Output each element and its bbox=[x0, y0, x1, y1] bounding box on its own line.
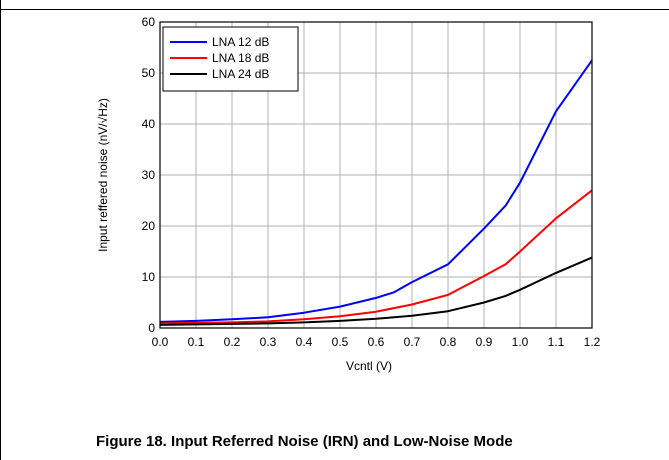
y-tick-label: 30 bbox=[142, 168, 156, 182]
x-tick-label: 0.8 bbox=[440, 335, 457, 349]
x-tick-label: 0.7 bbox=[404, 335, 421, 349]
x-tick-label: 1.0 bbox=[512, 335, 529, 349]
irn-chart: 0.0 0.1 0.2 0.3 0.4 0.5 0.6 0.7 0.8 0.9 1.0 1.1 1.2 … bbox=[96, 15, 601, 373]
y-tick-label: 10 bbox=[142, 270, 156, 284]
x-tick-label: 0.6 bbox=[368, 335, 385, 349]
series-line-1 bbox=[159, 59, 593, 323]
legend-label-3: LNA 24 dB bbox=[212, 67, 269, 81]
y-tick-labels: 0 10 20 30 40 50 60 bbox=[142, 15, 156, 335]
series-lines bbox=[159, 59, 593, 326]
y-axis-label: Input reffered noise (nV/√Hz) bbox=[96, 98, 110, 252]
x-tick-label: 0.5 bbox=[332, 335, 349, 349]
figure-caption: Figure 18. Input Referred Noise (IRN) an… bbox=[96, 433, 513, 450]
x-tick-label: 0.1 bbox=[188, 335, 205, 349]
plot-border bbox=[159, 21, 593, 329]
y-tick-label: 60 bbox=[142, 15, 156, 29]
x-tick-label: 0.4 bbox=[296, 335, 313, 349]
x-tick-label: 0.2 bbox=[224, 335, 241, 349]
x-tick-label: 0.3 bbox=[260, 335, 277, 349]
series-line-3 bbox=[159, 256, 593, 326]
legend-label-2: LNA 18 dB bbox=[212, 51, 269, 65]
series-line-2 bbox=[159, 189, 593, 325]
x-tick-label: 1.1 bbox=[548, 335, 565, 349]
x-axis-label: Vcntl (V) bbox=[346, 359, 392, 373]
x-tick-label: 0.0 bbox=[152, 335, 169, 349]
y-tick-label: 0 bbox=[148, 321, 155, 335]
legend: LNA 12 dB LNA 18 dB LNA 24 dB bbox=[162, 26, 299, 92]
legend-label-1: LNA 12 dB bbox=[212, 35, 269, 49]
x-tick-label: 0.9 bbox=[476, 335, 493, 349]
y-tick-label: 50 bbox=[142, 66, 156, 80]
x-tick-label: 1.2 bbox=[584, 335, 601, 349]
x-tick-labels: 0.0 0.1 0.2 0.3 0.4 0.5 0.6 0.7 0.8 0.9 1.0 1.1 1.2 bbox=[152, 335, 601, 349]
y-tick-label: 20 bbox=[142, 219, 156, 233]
y-tick-label: 40 bbox=[142, 117, 156, 131]
